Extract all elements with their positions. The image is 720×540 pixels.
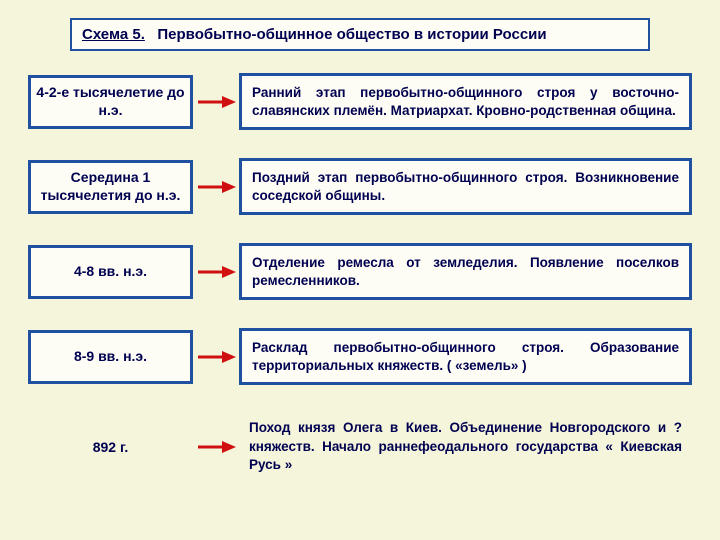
- description-text: Поход князя Олега в Киев. Объединение Но…: [239, 413, 692, 480]
- title-prefix: Схема 5.: [82, 26, 145, 43]
- arrow-icon: [193, 179, 239, 195]
- description-box: Отделение ремесла от земледелия. Появлен…: [239, 243, 692, 300]
- arrow-icon: [193, 264, 239, 280]
- period-box: Середина 1 тысячелетия до н.э.: [28, 160, 193, 214]
- arrow-icon: [193, 439, 239, 455]
- diagram-row: 4-2-е тысячелетие до н.э. Ранний этап пе…: [28, 73, 692, 130]
- period-box: 4-8 вв. н.э.: [28, 245, 193, 299]
- arrow-icon: [193, 349, 239, 365]
- period-box: 8-9 вв. н.э.: [28, 330, 193, 384]
- diagram-row: 4-8 вв. н.э. Отделение ремесла от землед…: [28, 243, 692, 300]
- description-box: Расклад первобытно-общинного строя. Обра…: [239, 328, 692, 385]
- diagram-row: 892 г. Поход князя Олега в Киев. Объедин…: [28, 413, 692, 480]
- description-box: Поздний этап первобытно-общинного строя.…: [239, 158, 692, 215]
- period-box: 4-2-е тысячелетие до н.э.: [28, 75, 193, 129]
- period-text: 892 г.: [28, 427, 193, 467]
- diagram-row: Середина 1 тысячелетия до н.э. Поздний э…: [28, 158, 692, 215]
- arrow-icon: [193, 94, 239, 110]
- title-main: Первобытно-общинное общество в истории Р…: [157, 26, 546, 43]
- diagram-rows: 4-2-е тысячелетие до н.э. Ранний этап пе…: [28, 73, 692, 480]
- title-box: Схема 5. Первобытно-общинное общество в …: [70, 18, 650, 51]
- diagram-row: 8-9 вв. н.э. Расклад первобытно-общинног…: [28, 328, 692, 385]
- description-box: Ранний этап первобытно-общинного строя у…: [239, 73, 692, 130]
